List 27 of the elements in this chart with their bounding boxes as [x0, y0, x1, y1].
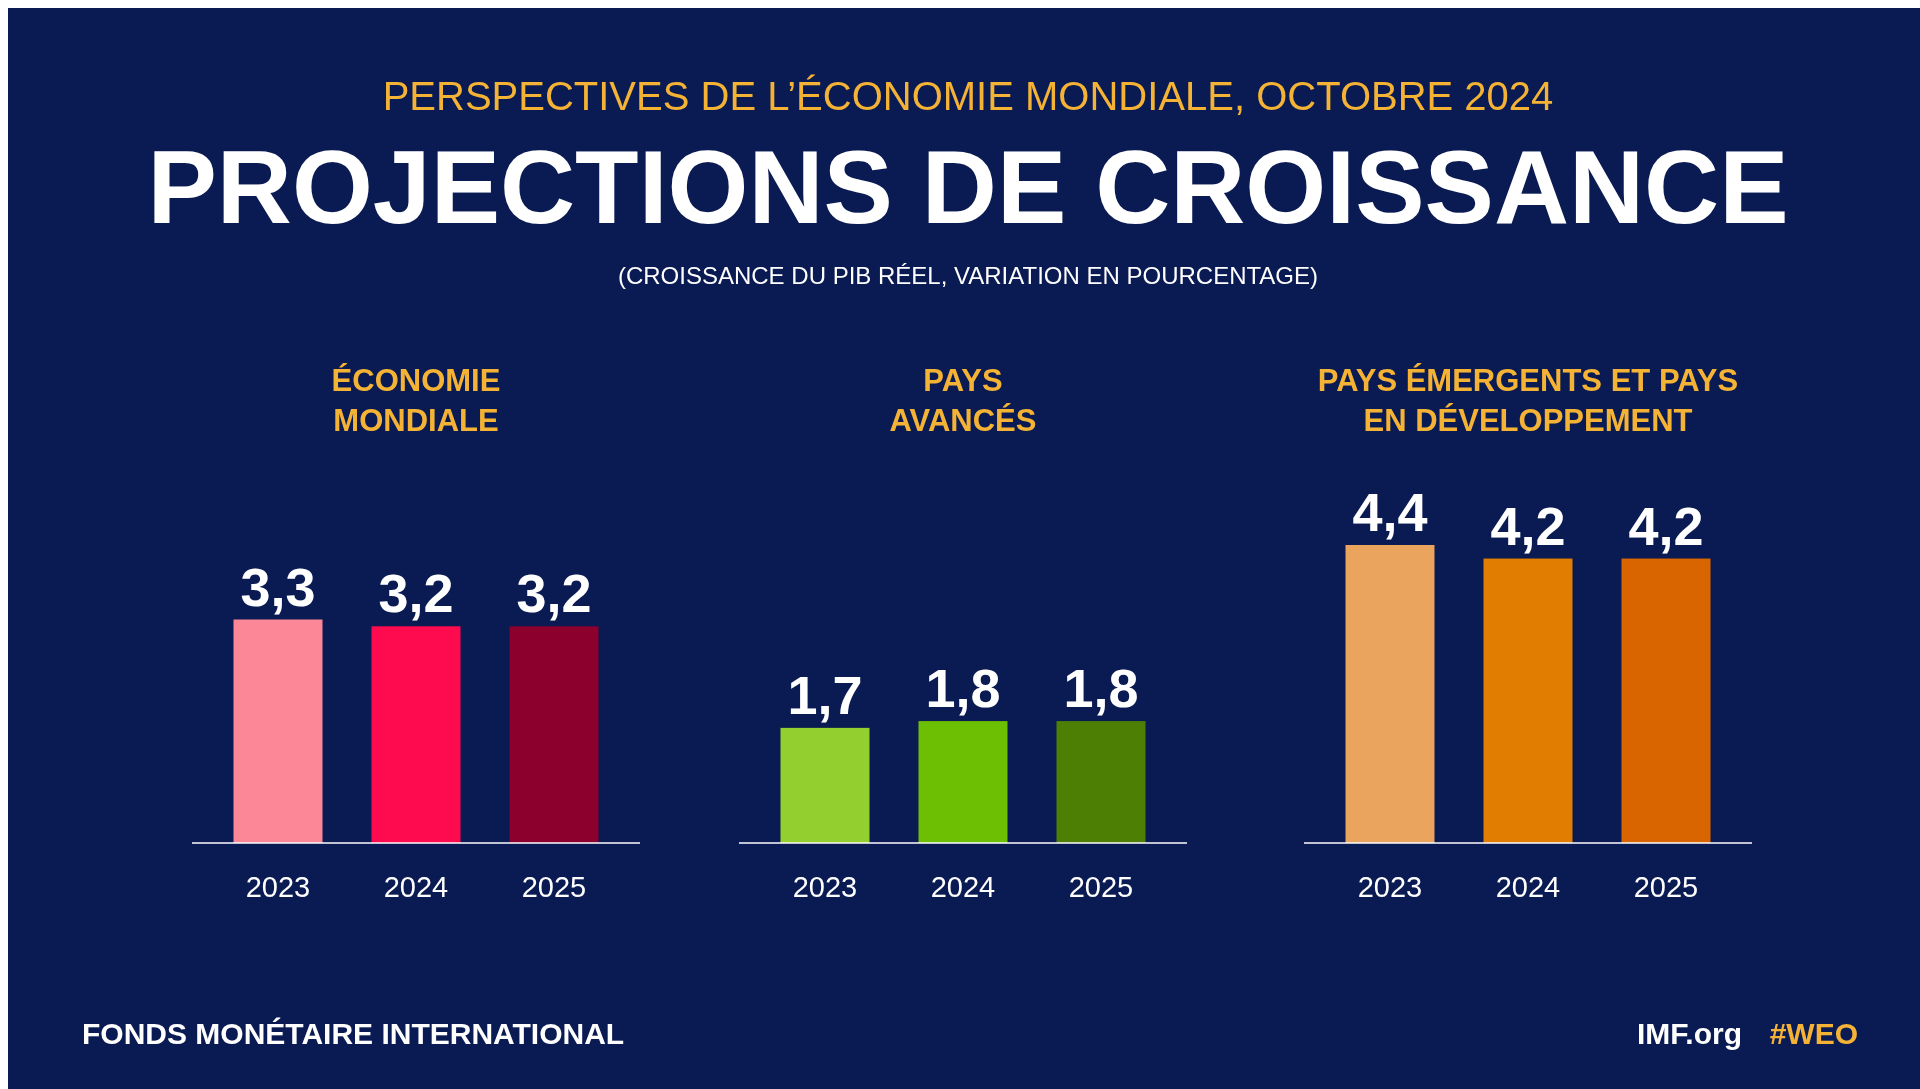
text: (CROISSANCE DU PIB RÉEL, VARIATION EN POURCENTAGE): [617, 262, 1319, 289]
x-tick-label: 2023: [1357, 871, 1423, 903]
text: FONDS MONÉTAIRE INTERNATIONAL: [82, 1017, 625, 1050]
x-tick-label: 2024: [930, 871, 996, 903]
text: PROJECTIONS DE CROISSANCE: [147, 129, 1789, 245]
x-tick-label: 2024: [383, 871, 449, 903]
data-label: 4,2: [1490, 495, 1566, 556]
data-label: 3,3: [240, 556, 316, 617]
data-label: 3,2: [516, 563, 592, 624]
data-label: 1,8: [925, 658, 1001, 719]
chart-title: PAYS AVANCÉS: [889, 363, 1037, 438]
x-tick-label: 2023: [245, 871, 311, 903]
x-tick-label: 2025: [1633, 871, 1699, 903]
text: #WEO: [1769, 1017, 1858, 1050]
data-label: 1,8: [1063, 658, 1139, 719]
text: IMF.org: [1637, 1017, 1742, 1050]
x-tick-label: 2023: [792, 871, 858, 903]
data-label: 3,2: [378, 563, 454, 624]
chart-title: ÉCONOMIE MONDIALE: [331, 363, 501, 438]
chart-title: PAYS ÉMERGENTS ET PAYS EN DÉVELOPPEMENT: [1317, 363, 1739, 438]
data-label: 4,4: [1352, 482, 1428, 542]
data-label: 1,7: [787, 664, 863, 725]
x-tick-label: 2025: [1068, 871, 1134, 903]
text: PERSPECTIVES DE L’ÉCONOMIE MONDIALE, OCTOBRE 2024: [382, 74, 1554, 118]
x-tick-label: 2025: [521, 871, 587, 903]
x-tick-label: 2024: [1495, 871, 1561, 903]
data-label: 4,2: [1628, 495, 1704, 556]
